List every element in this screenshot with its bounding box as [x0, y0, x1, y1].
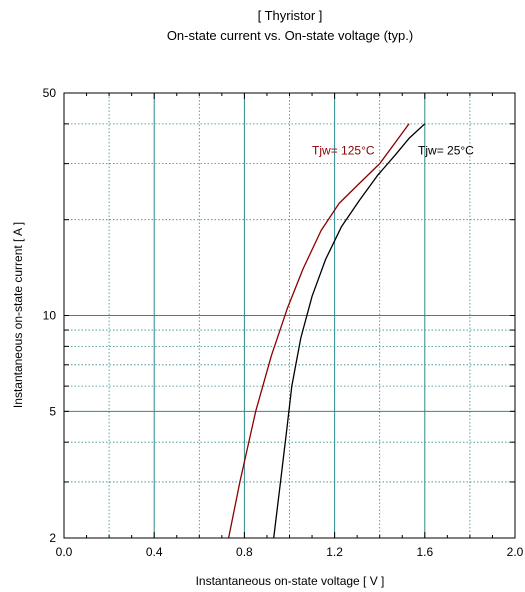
y-axis-label: Instantaneous on-state current [ A ]: [11, 222, 25, 408]
tick-labels: 0.0 0.4 0.8 1.2 1.6 2.0 2 5 10 50: [43, 86, 524, 559]
x-tick-label: 1.6: [416, 545, 433, 559]
x-tick-label: 0.8: [236, 545, 253, 559]
chart-subtitle: On-state current vs. On-state voltage (t…: [167, 28, 413, 43]
chart-title: [ Thyristor ]: [258, 8, 323, 23]
annotation-125c: Tjw= 125°C: [312, 144, 375, 158]
x-tick-label: 2.0: [507, 545, 524, 559]
annotation-25c: Tjw= 25°C: [418, 144, 474, 158]
y-tick-label: 2: [49, 531, 56, 545]
y-tick-label: 10: [43, 309, 57, 323]
grid: [64, 93, 515, 538]
x-axis-label: Instantaneous on-state voltage [ V ]: [196, 574, 385, 588]
x-tick-label: 0.4: [146, 545, 163, 559]
x-tick-label: 1.2: [326, 545, 343, 559]
series-line-125c: [227, 123, 410, 539]
y-tick-label: 5: [49, 404, 56, 418]
x-tick-label: 0.0: [56, 545, 73, 559]
series-line-25c: [273, 123, 426, 539]
y-tick-label: 50: [43, 86, 57, 100]
annotations: Tjw= 125°C Tjw= 25°C: [312, 144, 474, 158]
series-layer: [227, 123, 426, 539]
